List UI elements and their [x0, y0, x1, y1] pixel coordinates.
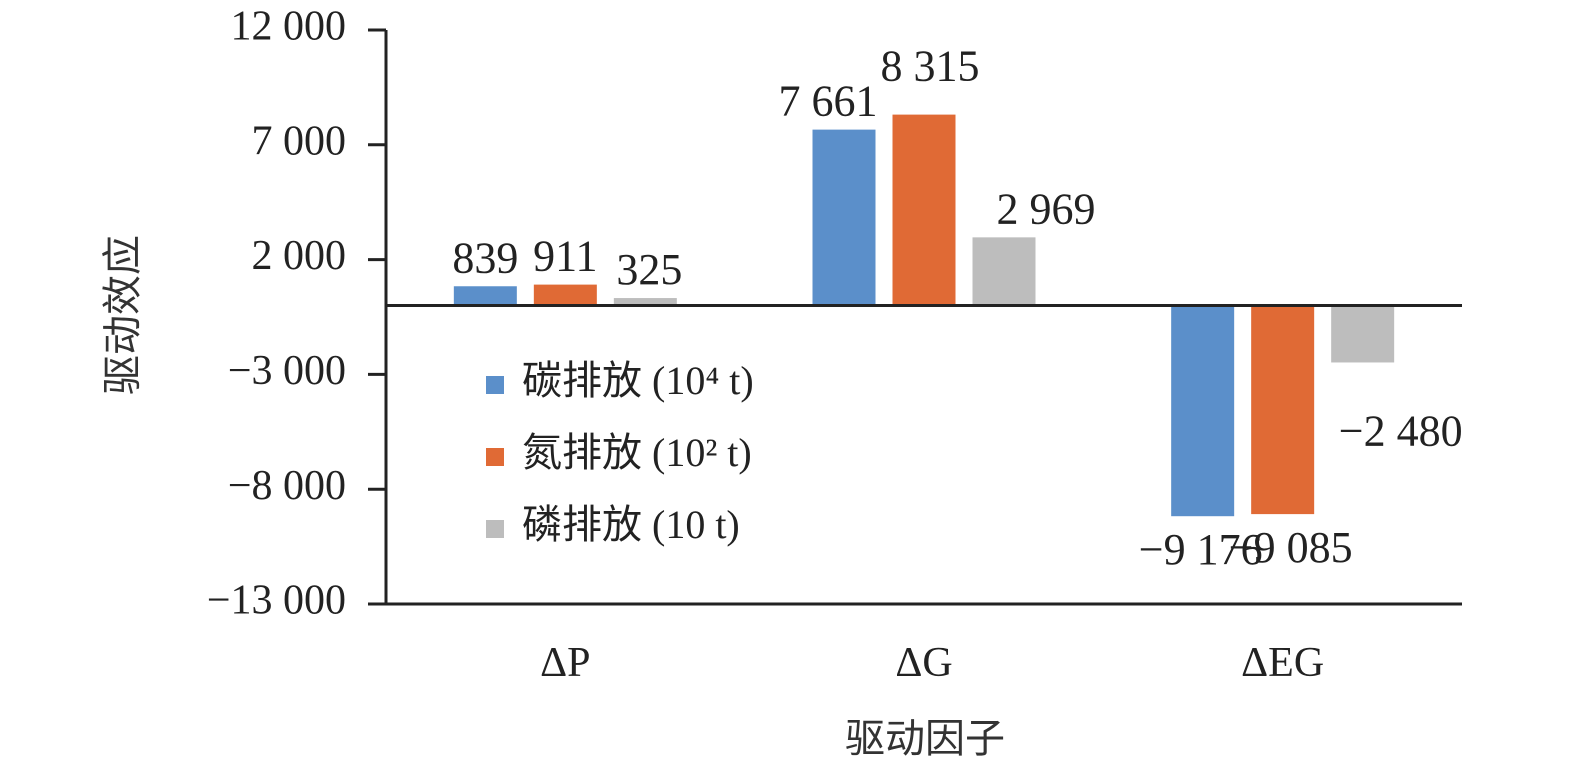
data-label: 8 315	[881, 42, 980, 91]
bar	[812, 129, 876, 306]
data-label: 911	[533, 232, 597, 281]
bar	[892, 114, 956, 306]
bar	[1171, 305, 1235, 517]
y-tick-label: 7 000	[252, 118, 347, 164]
y-tick-label: −8 000	[228, 463, 346, 509]
bar	[613, 298, 677, 306]
legend-label: 磷排放 (10 t)	[522, 502, 740, 547]
data-label: 839	[452, 233, 518, 282]
y-axis-title: 驱动效应	[100, 235, 146, 395]
y-tick-label: −13 000	[207, 578, 346, 624]
data-label: −9 085	[1229, 523, 1353, 572]
legend-swatch	[486, 520, 504, 538]
legend-swatch	[486, 376, 504, 394]
y-tick-label: 12 000	[231, 4, 347, 50]
data-label: 2 969	[997, 184, 1096, 233]
bar	[533, 284, 597, 306]
legend-label: 碳排放 (10⁴ t)	[522, 358, 754, 403]
legend: 碳排放 (10⁴ t) 氮排放 (10² t) 磷排放 (10 t)	[486, 358, 754, 547]
x-tick-label: ΔP	[540, 640, 590, 686]
legend-label: 氮排放 (10² t)	[522, 430, 752, 475]
x-tick-label: ΔG	[895, 640, 952, 686]
x-tick-label: ΔEG	[1241, 640, 1324, 686]
bar	[1251, 305, 1315, 515]
y-tick-label: −3 000	[228, 348, 346, 394]
bar	[1331, 305, 1395, 363]
data-label: 325	[616, 245, 682, 294]
y-tick-label: 2 000	[252, 233, 347, 279]
y-axis: 12 000 7 000 2 000 −3 000 −8 000 −13 000	[207, 4, 388, 624]
data-label: −9 176	[1139, 525, 1263, 574]
data-label: −2 480	[1339, 406, 1463, 455]
legend-swatch	[486, 448, 504, 466]
bars	[453, 114, 1395, 517]
bar	[972, 237, 1036, 306]
data-label: 7 661	[779, 77, 878, 126]
bar	[453, 286, 517, 306]
x-axis: ΔP ΔG ΔEG	[386, 602, 1462, 686]
x-axis-title: 驱动因子	[845, 716, 1005, 761]
